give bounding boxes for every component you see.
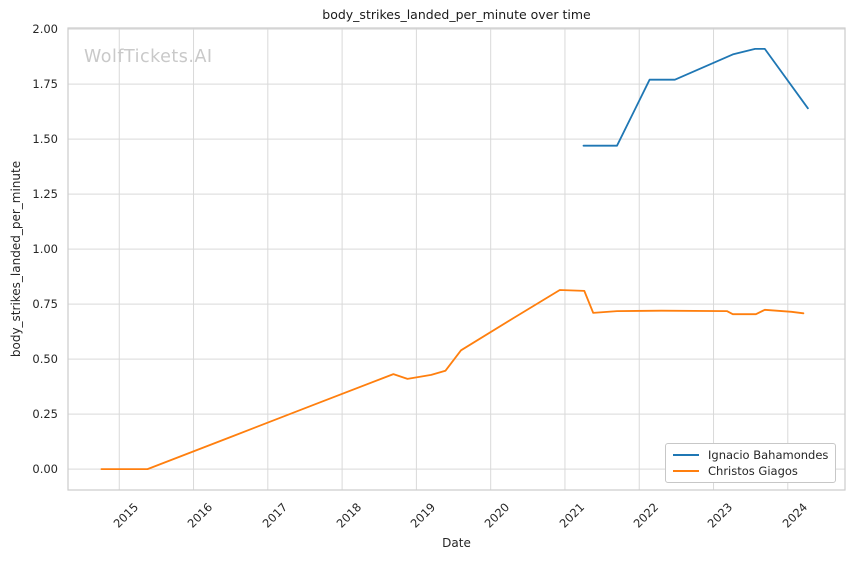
series-line-ignacio-bahamondes [582,48,809,147]
y-tick-label: 0.50 [32,351,58,366]
legend-label: Ignacio Bahamondes [708,448,829,462]
legend-item-ignacio-bahamondes: Ignacio Bahamondes [673,447,829,463]
legend-item-christos-giagos: Christos Giagos [673,463,827,479]
legend-swatch-christos-giagos [673,470,699,472]
y-tick-label: 0.75 [32,296,58,311]
y-tick-label: 1.00 [32,241,58,256]
chart-title: body_strikes_landed_per_minute over time [322,7,591,22]
y-tick-label: 1.75 [32,76,58,91]
series-line-christos-giagos [100,289,805,471]
legend: Ignacio Bahamondes Christos Giagos [665,443,836,483]
axes-border [67,27,846,491]
x-axis-label: Date [442,536,471,550]
y-tick-label: 0.00 [32,461,58,476]
y-tick-label: 0.25 [32,406,58,421]
legend-swatch-ignacio-bahamondes [673,454,699,456]
watermark: WolfTickets.AI [84,47,213,67]
y-tick-label: 1.50 [32,131,58,146]
y-tick-label: 2.00 [32,21,58,36]
legend-label: Christos Giagos [708,464,798,478]
y-tick-label: 1.25 [32,186,58,201]
